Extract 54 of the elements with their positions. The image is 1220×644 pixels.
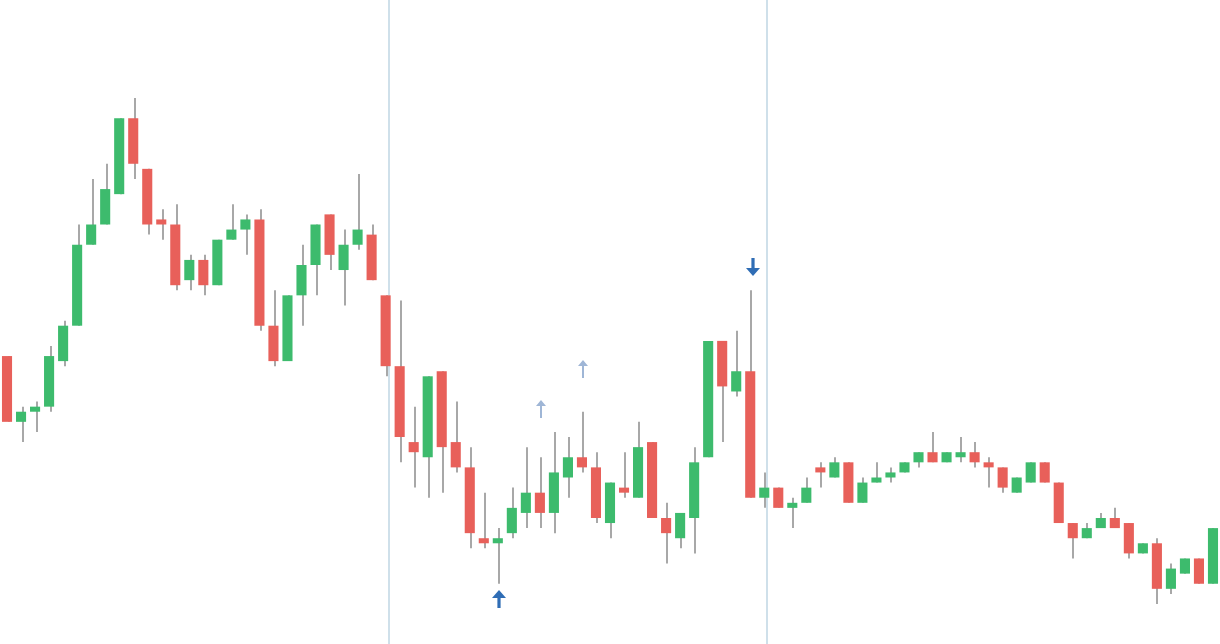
candlestick (520, 446, 531, 530)
candlestick (1067, 522, 1078, 560)
candlestick (184, 253, 195, 292)
candlestick (310, 223, 321, 297)
candlestick (843, 461, 854, 504)
candlestick (1123, 522, 1134, 560)
candlestick (1151, 537, 1162, 605)
candlestick (15, 405, 27, 444)
candlestick (534, 456, 545, 530)
candlestick (997, 466, 1008, 494)
candlestick (198, 253, 209, 297)
candlestick (675, 511, 686, 550)
candlestick (871, 461, 882, 484)
candlestick (661, 501, 672, 565)
candlestick (366, 223, 377, 282)
candlestick (1165, 562, 1176, 595)
candlestick (548, 430, 559, 535)
candlestick (787, 496, 798, 530)
candlestick (408, 405, 419, 489)
candlestick (156, 208, 167, 241)
candlestick (268, 289, 279, 368)
candlestick (58, 319, 69, 368)
candlestick (492, 527, 503, 585)
candlestick (296, 243, 307, 327)
candlestick (562, 436, 573, 499)
candlestick (1025, 461, 1036, 484)
candlestick (955, 436, 966, 464)
candlestick (717, 339, 728, 444)
candlestick (983, 456, 994, 489)
candlestick (969, 441, 980, 469)
candlestick (857, 476, 868, 504)
candlestick (100, 162, 111, 226)
candlestick (576, 410, 587, 474)
candlestick (30, 400, 41, 433)
candlestick (1193, 557, 1205, 585)
candlestick (1039, 461, 1050, 484)
candlestick (829, 456, 840, 479)
candlestick (226, 203, 237, 241)
candlestick (618, 451, 630, 499)
candlestick (240, 213, 251, 256)
candlestick (801, 476, 812, 504)
candlestick (478, 491, 489, 550)
candlestick (927, 430, 938, 464)
candlestick (324, 213, 335, 272)
candlestick (450, 400, 461, 474)
candlestick (128, 97, 139, 180)
candlestick (86, 177, 97, 246)
candlestick (759, 471, 770, 509)
candlestick (338, 228, 349, 307)
candlestick (352, 172, 363, 251)
candlestick (731, 329, 742, 398)
candlestick (815, 461, 826, 489)
candlestick (506, 486, 517, 540)
candlestick (604, 481, 616, 540)
